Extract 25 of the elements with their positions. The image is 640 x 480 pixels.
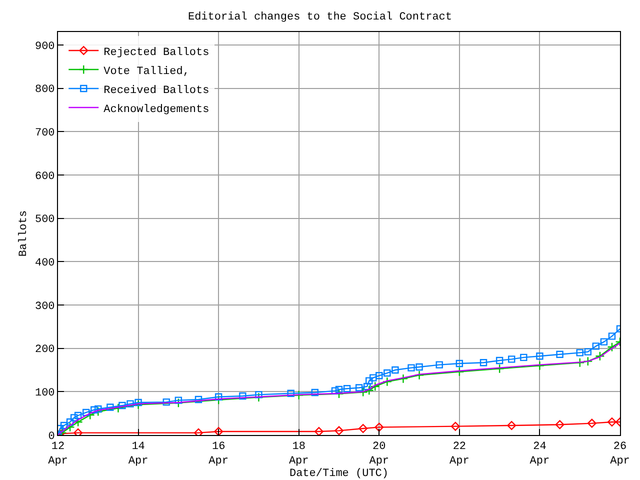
y-tick-label: 200 — [34, 344, 55, 356]
y-tick-label: 300 — [34, 300, 55, 313]
y-tick-label: 0 — [48, 430, 55, 443]
y-tick-label: 400 — [34, 258, 55, 270]
x-tick-label: 12 Apr — [48, 441, 68, 468]
x-tick-label: 14 Apr — [128, 441, 148, 468]
x-tick-label: 26 Apr — [610, 441, 630, 468]
y-tick-label: 800 — [34, 84, 55, 96]
x-tick-label: 22 Apr — [450, 441, 470, 468]
legend-label: Rejected Ballots — [104, 46, 210, 59]
x-tick-label: 18 Apr — [288, 441, 309, 468]
legend-label: Received Ballots — [104, 84, 210, 97]
y-tick-label: 600 — [34, 170, 55, 183]
legend-label: Vote Tallied, — [104, 66, 190, 78]
y-tick-label: 500 — [34, 214, 55, 226]
x-tick-label: 20 Apr — [369, 441, 390, 468]
chart-title: Editorial changes to the Social Contract — [188, 12, 452, 24]
x-axis-title: Date/Time (UTC) — [289, 468, 389, 480]
y-axis-title: Ballots — [18, 210, 30, 257]
x-tick-label: 24 Apr — [530, 441, 550, 468]
y-tick-label: 700 — [34, 128, 55, 140]
x-tick-label: 16 Apr — [208, 441, 228, 468]
y-tick-label: 900 — [34, 40, 55, 53]
legend-label: Acknowledgements — [104, 104, 210, 116]
y-tick-label: 100 — [34, 388, 55, 400]
